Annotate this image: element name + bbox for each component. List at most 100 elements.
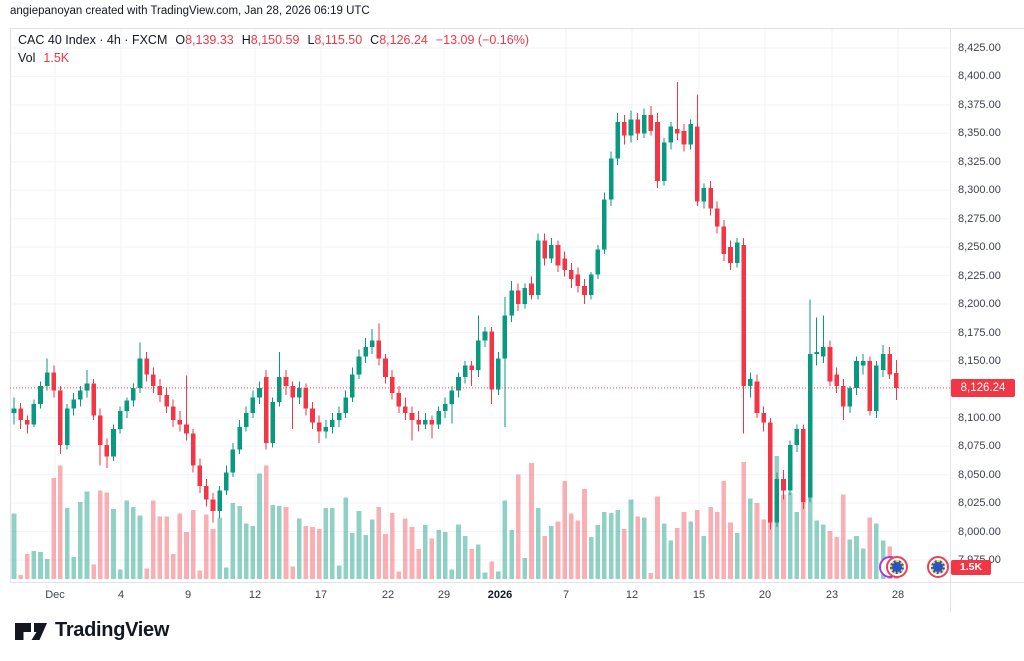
volume-bar bbox=[290, 566, 295, 579]
candle bbox=[569, 263, 574, 289]
volume-bar bbox=[283, 507, 289, 579]
ohlc-open: O8,139.33 bbox=[175, 33, 234, 47]
volume-bar bbox=[595, 525, 601, 579]
candle bbox=[655, 112, 660, 188]
eu-flag-event-icon[interactable] bbox=[886, 556, 908, 578]
volume-bar bbox=[131, 507, 136, 579]
price-axis-label: 8,400.00 bbox=[958, 70, 1001, 83]
volume-label: Vol bbox=[18, 51, 36, 65]
candle bbox=[104, 438, 110, 468]
volume-bar bbox=[164, 516, 169, 579]
candle bbox=[482, 326, 488, 348]
volume-bar bbox=[635, 516, 640, 579]
candle bbox=[847, 385, 853, 414]
volume-bar bbox=[177, 513, 183, 579]
candle bbox=[867, 356, 873, 416]
volume-bar bbox=[416, 549, 421, 579]
price-axis-label: 8,200.00 bbox=[958, 298, 1001, 310]
tradingview-logo[interactable]: TradingView bbox=[14, 619, 169, 642]
candle bbox=[476, 315, 481, 377]
candle bbox=[588, 272, 594, 300]
price-axis-label: 8,175.00 bbox=[958, 326, 1001, 339]
volume-bar bbox=[834, 536, 839, 579]
time-axis-label: 9 bbox=[184, 589, 192, 601]
volume-bar bbox=[469, 549, 474, 579]
volume-bar bbox=[111, 508, 116, 579]
volume-bar bbox=[502, 500, 508, 579]
volume-bar bbox=[449, 569, 455, 579]
candle bbox=[549, 238, 554, 263]
volume-bar bbox=[316, 529, 322, 579]
volume-bar bbox=[204, 514, 209, 579]
candle bbox=[801, 424, 806, 509]
legend-main-row: CAC 40 Index · 4h · FXCM O8,139.33 H8,15… bbox=[18, 31, 529, 49]
candle bbox=[728, 240, 733, 270]
ohlc-high: H8,150.59 bbox=[241, 33, 300, 47]
volume-bar bbox=[761, 519, 766, 579]
candle bbox=[860, 354, 866, 375]
price-axis-label: 8,100.00 bbox=[958, 411, 1001, 424]
volume-bar bbox=[403, 518, 408, 579]
candle bbox=[841, 379, 846, 421]
candle bbox=[423, 413, 428, 430]
candle bbox=[661, 137, 667, 186]
volume-bar bbox=[343, 497, 348, 579]
volume-bar bbox=[310, 527, 315, 579]
volume-bar bbox=[31, 551, 37, 579]
candle bbox=[555, 240, 561, 273]
volume-bar bbox=[827, 531, 833, 579]
candle bbox=[887, 347, 892, 380]
candle bbox=[754, 374, 760, 418]
candle bbox=[641, 108, 647, 138]
volume-bar bbox=[754, 503, 760, 579]
volume-bar bbox=[71, 556, 76, 579]
volume-bar bbox=[64, 508, 70, 579]
candle bbox=[224, 465, 229, 496]
candle bbox=[383, 354, 388, 384]
volume-bar bbox=[721, 481, 727, 579]
candle bbox=[403, 397, 408, 421]
volume-bar bbox=[515, 474, 521, 579]
volume-bar bbox=[277, 506, 282, 579]
price-axis-label: 8,275.00 bbox=[958, 212, 1001, 225]
volume-bar bbox=[190, 509, 196, 579]
candle bbox=[827, 340, 833, 386]
candle bbox=[695, 94, 700, 207]
price-axis-label: 8,250.00 bbox=[958, 241, 1001, 254]
candle bbox=[834, 367, 839, 393]
volume-bar bbox=[409, 527, 415, 579]
volume-bar bbox=[303, 526, 309, 579]
time-axis-label: 7 bbox=[562, 589, 570, 601]
candle bbox=[874, 360, 879, 418]
time-axis-label: 12 bbox=[248, 589, 262, 601]
volume-bar bbox=[270, 505, 275, 579]
eu-flag-event-icon[interactable] bbox=[927, 556, 949, 578]
volume-bar bbox=[91, 564, 96, 579]
candle bbox=[774, 472, 780, 527]
volume-bar bbox=[330, 508, 335, 579]
symbol-title[interactable]: CAC 40 Index · 4h · FXCM bbox=[18, 33, 168, 47]
volume-bar bbox=[695, 509, 700, 579]
volume-bars bbox=[11, 456, 899, 579]
volume-bar bbox=[356, 510, 362, 579]
candle bbox=[257, 381, 262, 405]
volume-bar bbox=[224, 567, 229, 579]
volume-bar bbox=[847, 539, 853, 579]
candle bbox=[542, 233, 547, 266]
candle bbox=[701, 183, 707, 209]
volume-bar bbox=[588, 536, 594, 579]
candle bbox=[38, 381, 43, 409]
candle bbox=[608, 151, 614, 207]
candle bbox=[124, 397, 130, 418]
time-axis-label: 29 bbox=[437, 589, 451, 601]
candle bbox=[144, 351, 149, 382]
candle bbox=[562, 251, 567, 277]
volume-bar bbox=[210, 529, 216, 579]
volume-bar bbox=[243, 523, 249, 579]
time-axis-label: Dec bbox=[45, 589, 65, 601]
current-price-badge: 8,126.24 bbox=[951, 378, 1015, 397]
volume-bar bbox=[369, 519, 375, 579]
volume-bar bbox=[675, 528, 680, 579]
candle bbox=[675, 82, 680, 141]
